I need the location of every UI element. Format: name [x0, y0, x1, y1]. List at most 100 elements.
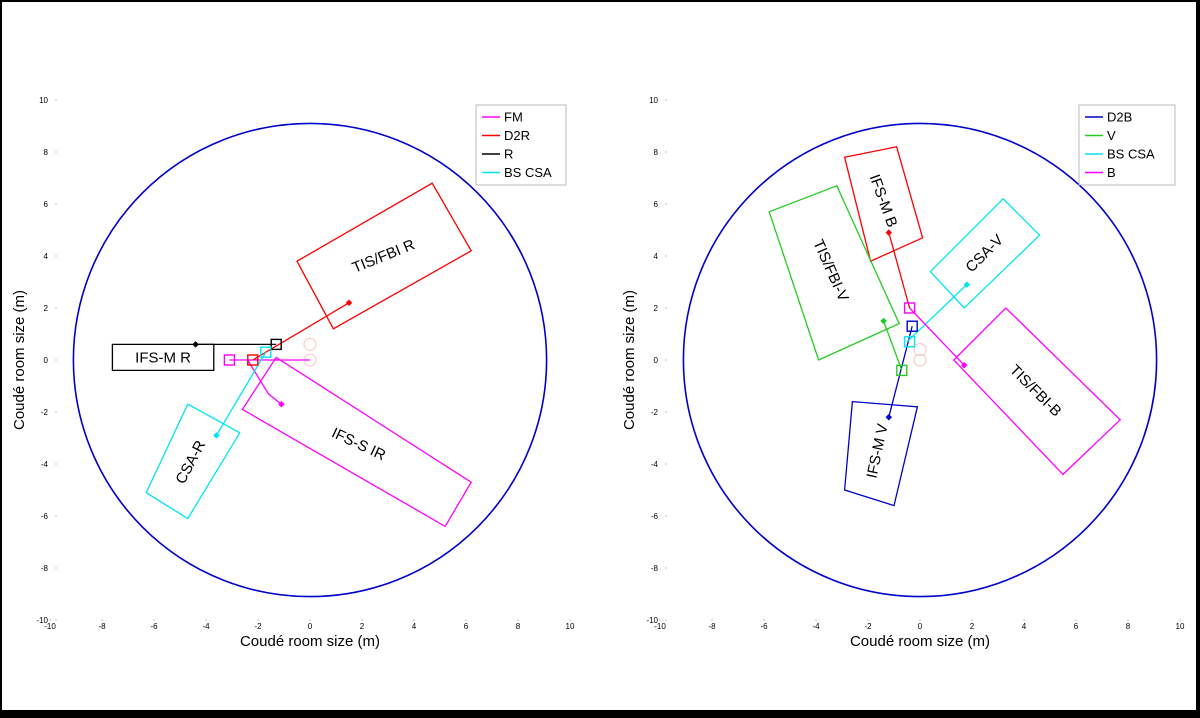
y-tick-label: -4 — [41, 460, 49, 469]
legend-entry-label: B — [1107, 165, 1116, 180]
endpoint-marker — [278, 400, 285, 408]
endpoint-marker — [963, 281, 971, 288]
instrument-box-label: CSA-V — [962, 232, 1006, 276]
position-square — [906, 320, 918, 332]
y-tick-label: 6 — [654, 200, 659, 209]
y-tick-label: 4 — [44, 252, 49, 261]
endpoint-marker — [960, 361, 968, 369]
y-tick-label: -2 — [41, 408, 49, 417]
x-tick-label: 10 — [1176, 622, 1185, 631]
y-tick-label: 4 — [654, 252, 659, 261]
legend-entry-label: FM — [504, 110, 523, 125]
room-circle — [72, 122, 548, 598]
legend-box — [475, 104, 567, 186]
y-tick-label: 8 — [44, 148, 49, 157]
position-square — [223, 354, 236, 366]
y-tick-label: 0 — [44, 356, 49, 365]
panel-2: -10-10 -8 -8 -6 -6 -4 -4 -2 -2 0 0 2 2 4 4 6 6 8 8 10 10 Coud… — [621, 96, 1185, 650]
y-tick-label: -4 — [651, 460, 659, 469]
instrument-box — [111, 343, 215, 372]
legend-entry-label: BS CSA — [504, 165, 552, 180]
endpoint-marker — [885, 413, 893, 421]
beam-path — [888, 232, 911, 309]
y-tick-label: 8 — [654, 148, 659, 157]
faint-circle — [913, 353, 927, 367]
instrument-box — [296, 182, 473, 330]
x-tick-label: 0 — [918, 622, 923, 631]
x-tick-label: -6 — [150, 622, 158, 631]
instrument-box-label: IFS-S IR — [329, 424, 388, 464]
y-tick-label: -10 — [646, 616, 658, 625]
x-tick-label: -8 — [98, 622, 106, 631]
legend: D2B V BS CSA B — [1078, 104, 1176, 186]
beam-path — [882, 320, 903, 371]
x-tick-label: -6 — [760, 622, 768, 631]
endpoint-marker — [213, 432, 220, 439]
y-tick-label: -2 — [651, 408, 659, 417]
y-axis-label: Coudé room size (m) — [621, 290, 638, 430]
x-tick-label: -10 — [44, 622, 56, 631]
legend-entry-label: D2R — [504, 128, 530, 143]
x-tick-label: 8 — [516, 622, 521, 631]
y-tick-label: -10 — [36, 616, 48, 625]
legend: FM D2R R BS CSA — [475, 104, 567, 186]
instrument-box-label: IFS-M R — [135, 349, 191, 366]
x-tick-label: 2 — [360, 622, 365, 631]
panel-1: -10-10 -8 -8 -6 -6 -4 -4 -2 -2 0 0 2 2 4 4 6 6 8 8 10 10 Coud… — [11, 96, 575, 650]
instrument-box-label: IFS-M V — [864, 422, 892, 479]
instrument-box — [843, 146, 924, 263]
position-square — [896, 364, 908, 377]
beam-path — [252, 302, 350, 361]
y-tick-label: 2 — [654, 304, 659, 313]
x-tick-label: 6 — [464, 622, 469, 631]
x-axis-label: Coudé room size (m) — [240, 633, 380, 650]
instrument-box — [768, 184, 901, 361]
beam-path — [215, 351, 267, 436]
instrument-box-label: TIS/FBI R — [350, 236, 418, 276]
x-axis-label: Coudé room size (m) — [850, 633, 990, 650]
instrument-box — [843, 400, 919, 507]
instrument-box — [145, 403, 241, 520]
legend-entry-label: R — [504, 147, 513, 162]
room-circle — [682, 122, 1158, 598]
legend-entry-label: V — [1107, 128, 1116, 143]
x-tick-label: -2 — [254, 622, 262, 631]
y-tick-label: -8 — [41, 564, 49, 573]
y-tick-label: -6 — [651, 512, 659, 521]
legend-entry-label: BS CSA — [1107, 147, 1155, 162]
x-tick-label: -8 — [708, 622, 716, 631]
instrument-box — [952, 307, 1122, 476]
y-tick-label: -6 — [41, 512, 49, 521]
instrument-box — [929, 197, 1041, 309]
x-tick-label: 4 — [412, 622, 417, 631]
x-tick-label: -4 — [202, 622, 210, 631]
beam-path — [906, 284, 968, 343]
endpoint-marker — [885, 229, 893, 236]
x-tick-label: 10 — [566, 622, 575, 631]
y-tick-label: 10 — [39, 96, 48, 105]
legend-entry-label: D2B — [1107, 110, 1132, 125]
y-tick-label: 6 — [44, 200, 49, 209]
legend-box — [1078, 104, 1176, 186]
x-tick-label: -4 — [812, 622, 820, 631]
position-square — [903, 336, 916, 348]
x-tick-label: 0 — [308, 622, 313, 631]
x-tick-label: -2 — [864, 622, 872, 631]
instrument-box-label: TIS/FBI-V — [809, 237, 851, 304]
x-tick-label: 8 — [1126, 622, 1131, 631]
position-square — [270, 338, 282, 351]
x-tick-label: 6 — [1074, 622, 1079, 631]
endpoint-marker — [345, 299, 353, 307]
y-tick-label: 2 — [44, 304, 49, 313]
y-tick-label: 0 — [654, 356, 659, 365]
instrument-box-label: TIS/FBI-B — [1006, 362, 1065, 421]
x-tick-label: 4 — [1022, 622, 1027, 631]
y-tick-label: -8 — [651, 564, 659, 573]
faint-circle — [303, 337, 317, 351]
beam-path — [909, 307, 965, 366]
position-square — [903, 302, 916, 314]
y-axis-label: Coudé room size (m) — [11, 290, 28, 430]
endpoint-marker — [192, 341, 199, 348]
faint-circle — [913, 343, 927, 357]
